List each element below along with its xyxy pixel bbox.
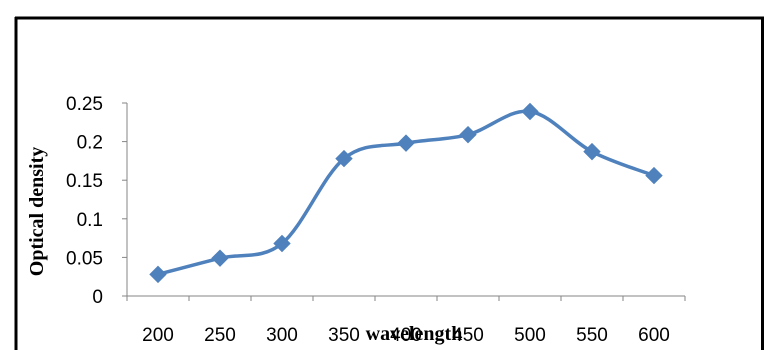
x-tick-label: 250 xyxy=(204,325,236,346)
x-tick-label: 400 xyxy=(390,325,422,346)
y-tick-label: 0.25 xyxy=(66,94,103,115)
data-point xyxy=(521,102,539,121)
x-tick-label: 500 xyxy=(514,325,546,346)
y-tick-label: 0.2 xyxy=(77,133,103,154)
data-point xyxy=(149,265,167,284)
x-axis-title: wavelength xyxy=(366,323,463,345)
y-tick-label: 0 xyxy=(92,287,103,308)
y-axis-title: Optical density xyxy=(26,147,48,276)
x-tick-label: 550 xyxy=(576,325,608,346)
y-tick-label: 0.15 xyxy=(66,171,103,192)
data-point xyxy=(583,142,601,161)
data-point xyxy=(645,166,663,185)
y-tick-label: 0.05 xyxy=(66,248,103,269)
x-tick-label: 600 xyxy=(638,325,670,346)
data-point xyxy=(211,249,229,267)
data-point xyxy=(397,134,415,152)
x-tick-label: 450 xyxy=(452,325,484,346)
y-tick-label: 0.1 xyxy=(77,210,103,231)
data-point xyxy=(459,125,477,144)
x-tick-label: 350 xyxy=(328,325,360,346)
data-point xyxy=(335,149,353,168)
x-tick-label: 300 xyxy=(266,325,298,346)
data-point xyxy=(273,234,291,253)
x-tick-label: 200 xyxy=(142,325,174,346)
